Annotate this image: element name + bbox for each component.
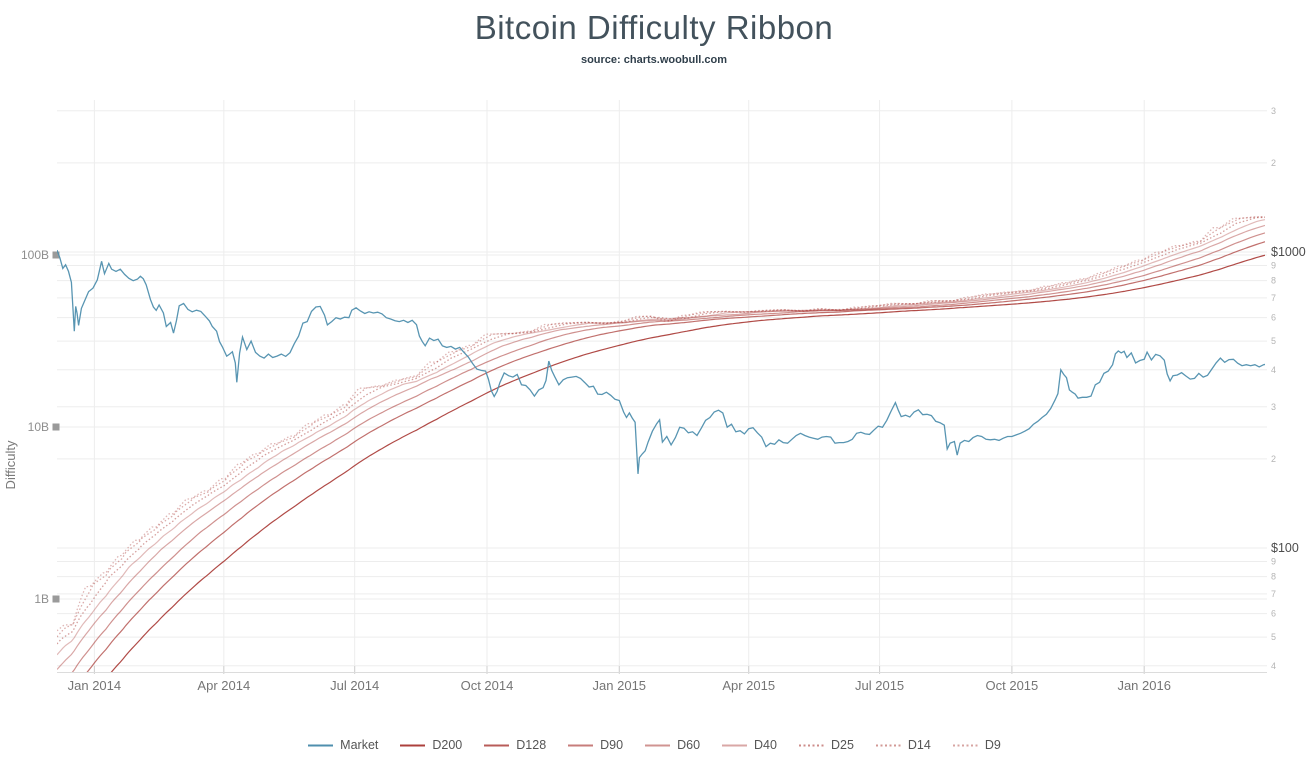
legend-item-d128[interactable]: D128 [483, 738, 546, 752]
price-tick-label: 8 [1271, 276, 1276, 286]
difficulty-tick-label: 1B [34, 592, 49, 606]
legend-item-d40[interactable]: D40 [721, 738, 777, 752]
legend-label: D128 [516, 738, 547, 752]
difficulty-tick-square [52, 595, 60, 603]
series-line-market [57, 249, 1265, 474]
price-tick-label: 6 [1271, 313, 1276, 323]
series-line-d9 [57, 216, 1265, 632]
y-axis-title: Difficulty [3, 440, 18, 489]
legend-swatch-market [308, 744, 334, 746]
legend-swatch-d14 [875, 744, 901, 746]
legend-label: Market [340, 738, 379, 752]
series-line-d128 [86, 241, 1265, 672]
legend-label: D9 [984, 738, 1001, 752]
chart-source: source: charts.woobull.com [580, 54, 728, 66]
series-line-d200 [110, 254, 1265, 672]
legend-label: D90 [600, 738, 624, 752]
legend-label: D200 [432, 738, 463, 752]
legend-item-d200[interactable]: D200 [399, 738, 462, 752]
series-lines [57, 216, 1265, 672]
axes: Jan 2014 Apr 2014 Jul 2014 Oct 2014 Jan 2015… [21, 106, 1306, 693]
legend-item-d25[interactable]: D25 [798, 738, 854, 752]
legend-swatch-d90 [568, 744, 594, 746]
price-tick-label: 8 [1271, 572, 1276, 582]
legend-swatch-d128 [484, 744, 510, 746]
price-tick-label: 9 [1271, 261, 1276, 271]
price-tick-label: 6 [1271, 609, 1276, 619]
series-line-d90 [71, 232, 1265, 672]
price-tick-label: 7 [1271, 589, 1276, 599]
x-tick-label: Oct 2014 [461, 678, 514, 693]
difficulty-tick-label: 10B [28, 420, 49, 434]
series-line-d25 [57, 216, 1265, 645]
legend-item-d9[interactable]: D9 [952, 738, 1001, 752]
gridlines [57, 100, 1267, 672]
legend-swatch-d200 [400, 744, 426, 746]
x-tick-label: Jan 2016 [1117, 678, 1171, 693]
price-tick-label: 2 [1271, 454, 1276, 464]
price-tick-label: 3 [1271, 402, 1276, 412]
price-tick-label: 4 [1271, 365, 1276, 375]
price-tick-label: 4 [1271, 661, 1276, 671]
chart-header: Bitcoin Difficulty Ribbon source: charts… [0, 0, 1308, 66]
price-tick-label: 3 [1271, 106, 1276, 116]
x-tick-label: Jan 2015 [593, 678, 647, 693]
x-tick-label: Jul 2014 [330, 678, 379, 693]
difficulty-tick-square [52, 251, 60, 259]
legend-swatch-d25 [798, 744, 824, 746]
x-tick-label: Jan 2014 [68, 678, 122, 693]
legend-label: D14 [907, 738, 931, 752]
x-tick-label: Oct 2015 [986, 678, 1039, 693]
legend-label: D40 [754, 738, 777, 752]
price-tick-label: 7 [1271, 293, 1276, 303]
page-title: Bitcoin Difficulty Ribbon [474, 9, 834, 46]
price-tick-label: 5 [1271, 632, 1276, 642]
legend-swatch-d9 [952, 744, 978, 746]
legend-item-d60[interactable]: D60 [644, 738, 700, 752]
difficulty-tick-label: 100B [21, 248, 49, 262]
legend-label: D25 [830, 738, 854, 752]
legend-label: D60 [677, 738, 701, 752]
legend-item-d90[interactable]: D90 [567, 738, 623, 752]
series-line-d60 [57, 224, 1265, 670]
price-tick-label: 2 [1271, 158, 1276, 168]
legend: Market D200 D128 D90 D60 D40 D25 D14 D9 [0, 738, 1308, 752]
price-tick-label: $100 [1271, 541, 1299, 555]
series-line-d14 [57, 216, 1265, 638]
price-tick-label: 9 [1271, 557, 1276, 567]
series-line-d40 [57, 219, 1265, 656]
difficulty-tick-square [52, 423, 60, 431]
x-tick-label: Jul 2015 [855, 678, 904, 693]
x-tick-label: Apr 2015 [722, 678, 775, 693]
legend-item-d14[interactable]: D14 [875, 738, 931, 752]
legend-swatch-d40 [722, 744, 748, 746]
legend-swatch-d60 [645, 744, 671, 746]
price-tick-label: 5 [1271, 336, 1276, 346]
price-tick-label: $1000 [1271, 245, 1306, 259]
legend-item-market[interactable]: Market [307, 738, 378, 752]
x-tick-label: Apr 2014 [197, 678, 250, 693]
